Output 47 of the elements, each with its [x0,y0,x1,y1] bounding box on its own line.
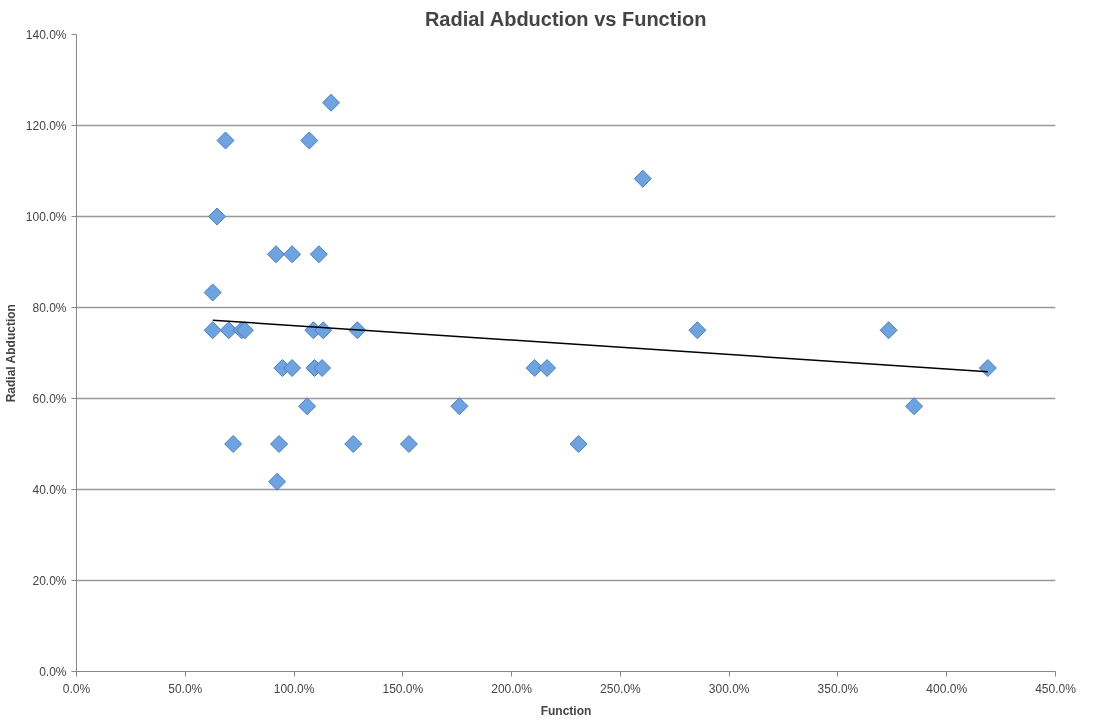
y-tick-label: 120.0% [25,118,67,133]
y-tick-label: 140.0% [25,27,67,42]
y-tick-label: 20.0% [32,573,67,588]
point [219,321,238,340]
point [300,131,319,150]
point [283,359,302,377]
point [283,245,302,264]
point [879,321,898,340]
point [569,435,588,453]
point [216,131,235,150]
x-tick-label: 250.0% [600,681,642,696]
x-axis-title: Function [540,703,592,718]
x-tick-label: 350.0% [817,681,859,696]
point [298,397,317,416]
point [633,169,652,188]
x-tick-label: 200.0% [491,681,533,696]
x-tick-label: 400.0% [926,681,968,696]
point [344,435,363,453]
y-tick-label: 60.0% [32,391,67,406]
point [313,359,332,377]
point [322,93,341,112]
y-tick-label: 40.0% [32,482,67,497]
point [538,359,557,377]
point [203,321,222,340]
x-tick-label: 150.0% [382,681,424,696]
point [399,435,418,453]
chart-title: Radial Abduction vs Function [424,7,707,30]
x-tick-label: 450.0% [1035,681,1077,696]
point [309,245,328,264]
y-tick-label: 80.0% [32,300,67,315]
point [450,397,469,416]
point [208,207,227,226]
point [905,397,924,416]
point [268,472,287,491]
x-tick-label: 100.0% [273,681,315,696]
point [224,435,243,453]
point [203,283,222,302]
point [270,435,289,453]
y-tick-label: 0.0% [39,664,67,679]
x-tick-label: 0.0% [62,681,91,696]
x-tick-label: 300.0% [708,681,750,696]
y-tick-label: 100.0% [25,209,67,224]
x-tick-label: 50.0% [168,681,203,696]
y-axis-title: Radial Abduction [3,304,18,403]
point [978,359,997,377]
point [267,245,285,264]
point [688,321,707,340]
